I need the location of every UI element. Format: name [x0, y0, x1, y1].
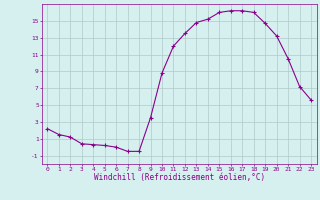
X-axis label: Windchill (Refroidissement éolien,°C): Windchill (Refroidissement éolien,°C): [94, 173, 265, 182]
